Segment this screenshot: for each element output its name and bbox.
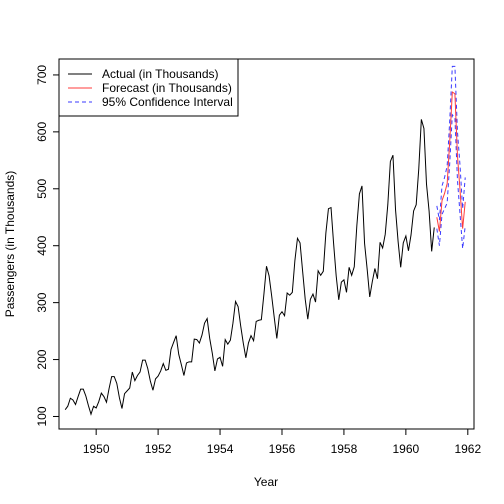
x-tick-label-1952: 1952: [145, 442, 172, 456]
x-axis: 1950 1952 1954 1956 1958 1960 1962: [83, 429, 481, 456]
y-tick-label-600: 600: [35, 122, 49, 142]
ci-upper-series-line: [436, 65, 466, 221]
x-tick-label-1950: 1950: [83, 442, 110, 456]
x-tick-label-1954: 1954: [207, 442, 234, 456]
actual-series-line: [64, 119, 435, 416]
x-tick-label-1962: 1962: [454, 442, 481, 456]
plot-frame: [58, 58, 475, 430]
y-tick-label-300: 300: [35, 292, 49, 312]
y-tick-label-400: 400: [35, 235, 49, 255]
legend-label-confidence-interval: 95% Confidence Interval: [102, 95, 233, 109]
y-tick-label-200: 200: [35, 349, 49, 369]
y-tick-label-700: 700: [35, 65, 49, 85]
x-tick-label-1956: 1956: [269, 442, 296, 456]
y-axis-title: Passengers (in Thousands): [3, 171, 17, 318]
legend-label-forecast: Forecast (in Thousands): [102, 81, 232, 95]
x-tick-label-1960: 1960: [393, 442, 420, 456]
ci-lower-series-line: [436, 113, 466, 249]
y-tick-label-500: 500: [35, 178, 49, 198]
legend-label-actual: Actual (in Thousands): [102, 67, 219, 81]
series-layer: [64, 65, 466, 416]
y-tick-label-100: 100: [35, 406, 49, 426]
forecast-series-line: [436, 91, 466, 232]
x-axis-title: Year: [254, 475, 278, 489]
y-axis: 100 200 300 400 500 600 700: [35, 65, 59, 426]
x-tick-label-1958: 1958: [331, 442, 358, 456]
legend: Actual (in Thousands) Forecast (in Thous…: [58, 58, 239, 117]
